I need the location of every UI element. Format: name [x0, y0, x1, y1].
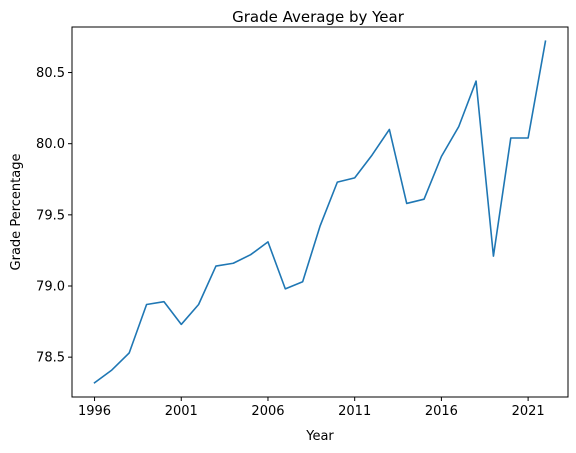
x-axis: 1996 2001 2006 2011 2016 2021 — [78, 397, 545, 419]
chart-title: Grade Average by Year — [232, 8, 405, 26]
y-tick-label: 78.5 — [36, 351, 65, 366]
y-tick-label: 80.5 — [36, 66, 65, 81]
y-tick-label: 79.5 — [36, 208, 65, 223]
x-axis-label: Year — [305, 429, 334, 444]
plot-frame — [71, 26, 569, 398]
x-tick-label: 2021 — [512, 404, 545, 419]
series-line — [93, 40, 547, 384]
x-tick-label: 2001 — [165, 404, 198, 419]
y-axis-label: Grade Percentage — [9, 154, 24, 271]
x-tick-label: 2016 — [425, 404, 458, 419]
y-tick-label: 79.0 — [36, 280, 65, 295]
y-axis: 78.5 79.0 79.5 80.0 80.5 — [36, 66, 72, 366]
x-tick-label: 1996 — [78, 404, 111, 419]
plot-area — [93, 40, 547, 384]
x-tick-label: 2011 — [338, 404, 371, 419]
x-tick-label: 2006 — [251, 404, 284, 419]
y-tick-label: 80.0 — [36, 137, 65, 152]
